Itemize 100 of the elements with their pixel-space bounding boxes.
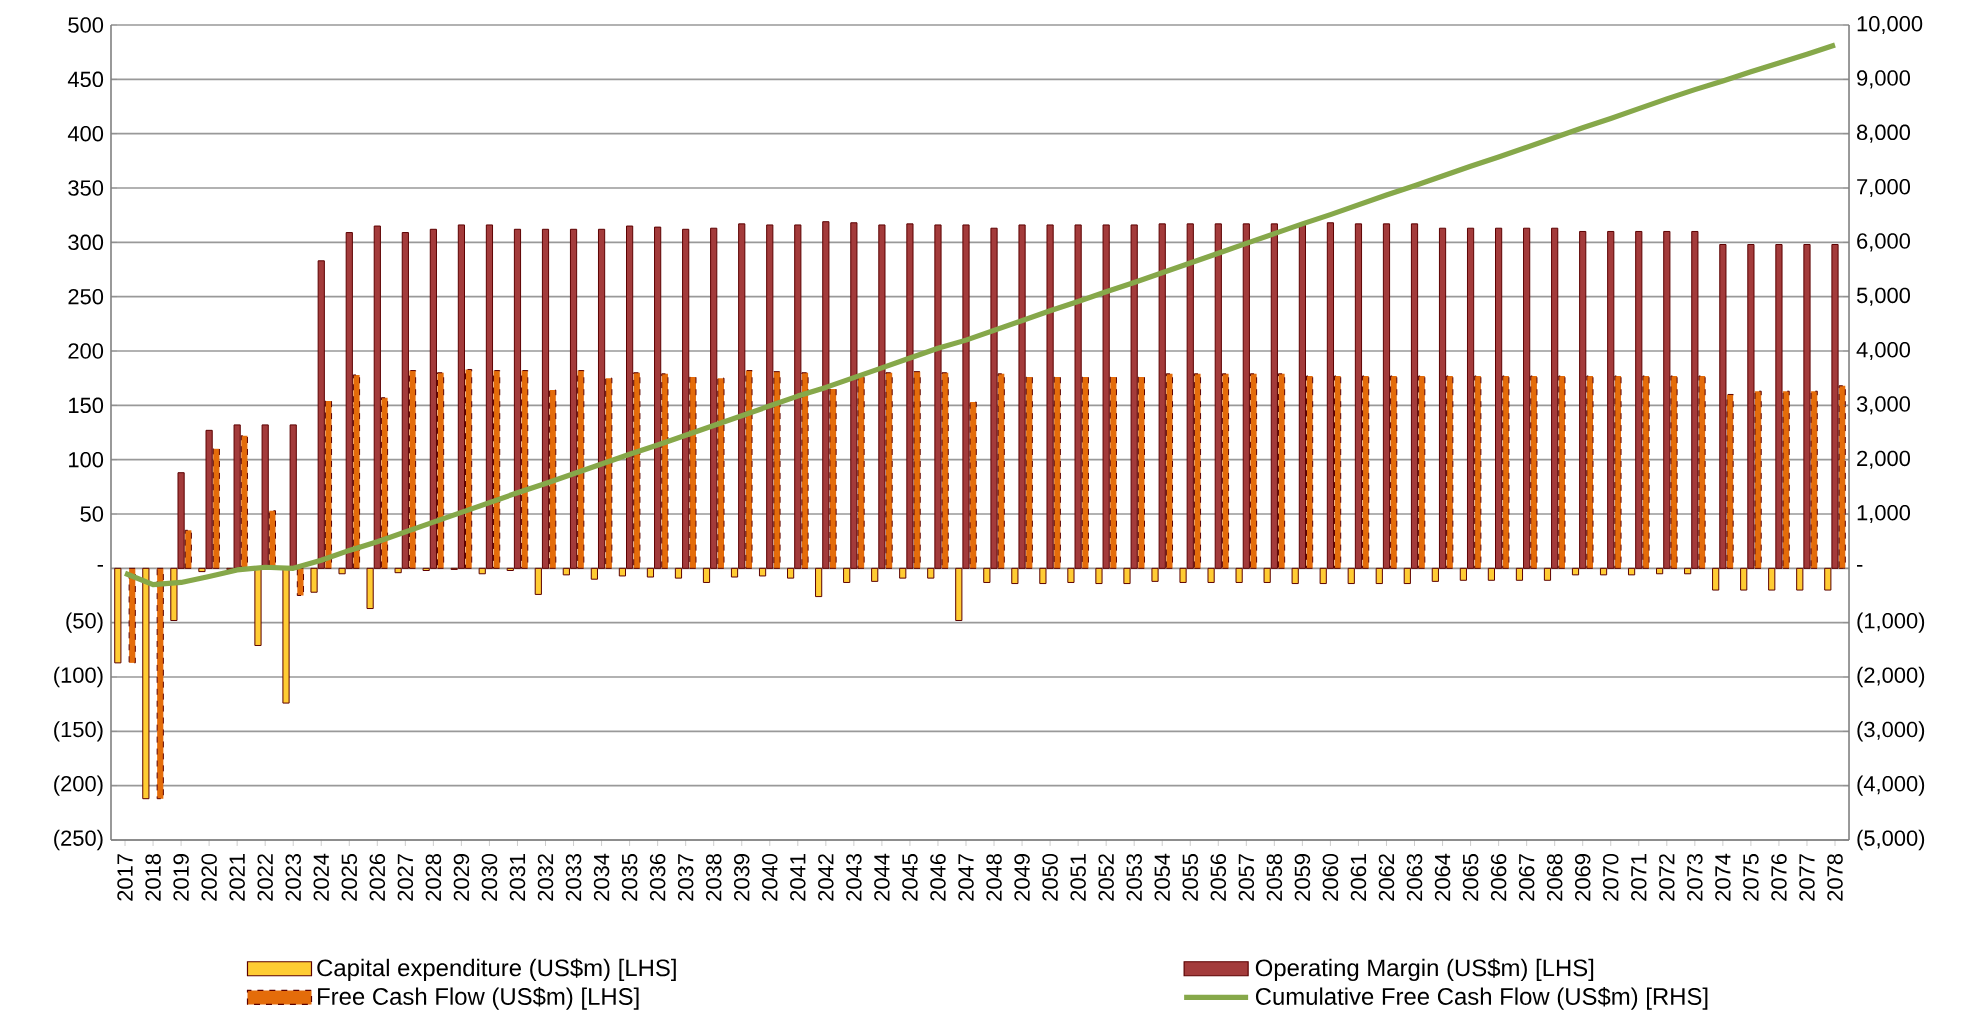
- x-tick-label: 2043: [846, 854, 862, 901]
- x-tick-label: 2023: [285, 854, 301, 901]
- y-tick-label: 350: [68, 180, 104, 196]
- y-tick-label: 400: [67, 125, 104, 142]
- y-tick-label: (200): [54, 775, 103, 796]
- x-tick-label: 2060: [1322, 853, 1339, 901]
- x-tick-label: 2075: [1743, 853, 1759, 901]
- y-tick-label: (150): [54, 721, 103, 742]
- legend-label: Cumulative Free Cash Flow (US$m) [RHS]: [1255, 987, 1708, 1010]
- x-tick-label: 2033: [565, 854, 582, 901]
- bar: [296, 567, 305, 596]
- x-tick-label: 2049: [1014, 854, 1030, 901]
- y-tick-label: (250): [54, 829, 103, 851]
- y-tick-label: 250: [68, 288, 104, 305]
- x-tick-label: 2028: [425, 854, 442, 901]
- x-tick-label: 2064: [1434, 853, 1451, 901]
- x-tick-label: 2066: [1490, 854, 1507, 901]
- x-tick-label: 2052: [1098, 854, 1114, 901]
- x-tick-label: 2018: [145, 854, 161, 901]
- x-tick-label: 2046: [930, 854, 946, 901]
- x-tick-label: 2073: [1687, 854, 1703, 901]
- y2-tick-label: (1,000): [1857, 612, 1925, 633]
- y-tick-label: (50): [66, 612, 103, 633]
- bar: [114, 567, 122, 664]
- x-tick-label: 2034: [593, 853, 610, 901]
- y2-tick-label: (5,000): [1857, 829, 1925, 851]
- x-tick-label: 2017: [117, 854, 133, 901]
- y2-tick-label: 9,000: [1857, 70, 1911, 89]
- x-tick-label: 2051: [1070, 854, 1086, 901]
- x-tick-label: 2024: [313, 853, 330, 901]
- y2-tick-label: 1,000: [1857, 504, 1911, 524]
- x-tick-label: 2037: [677, 854, 694, 901]
- y2-tick-label: (3,000): [1857, 721, 1925, 742]
- y2-tick-label: 8,000: [1856, 124, 1911, 143]
- x-tick-label: 2041: [790, 854, 806, 901]
- y2-tick-label: 10,000: [1857, 15, 1923, 35]
- x-tick-label: 2065: [1462, 853, 1479, 901]
- x-tick-label: 2057: [1238, 854, 1255, 901]
- y-tick-label: 50: [80, 506, 104, 522]
- x-tick-label: 2056: [1210, 854, 1227, 901]
- y2-tick-label: (4,000): [1857, 775, 1925, 796]
- y-tick-label: -: [97, 564, 103, 567]
- x-tick-label: 2019: [173, 854, 189, 901]
- bar: [142, 567, 150, 800]
- y2-tick-label: (2,000): [1857, 666, 1925, 688]
- x-tick-label: 2054: [1154, 853, 1170, 901]
- bar: [128, 567, 136, 664]
- x-tick-label: 2047: [958, 854, 974, 901]
- x-tick-label: 2071: [1631, 854, 1647, 901]
- x-tick-label: 2027: [397, 854, 414, 901]
- legend-label: Capital expenditure (US$m) [LHS]: [317, 958, 676, 982]
- x-tick-label: 2076: [1771, 854, 1787, 901]
- y2-tick-label: 7,000: [1857, 178, 1911, 198]
- legend-label: Free Cash Flow (US$m) [LHS]: [318, 987, 639, 1010]
- y2-tick-label: 5,000: [1856, 287, 1911, 306]
- x-tick-label: 2070: [1603, 853, 1619, 901]
- x-tick-label: 2035: [621, 853, 638, 901]
- y-tick-label: 300: [68, 234, 104, 251]
- y2-tick-label: 4,000: [1856, 341, 1911, 361]
- y2-tick-label: 6,000: [1857, 233, 1911, 252]
- x-tick-label: 2050: [1042, 853, 1058, 901]
- y-tick-label: 100: [69, 451, 104, 468]
- x-tick-label: 2068: [1546, 854, 1563, 901]
- x-tick-label: 2025: [341, 853, 358, 901]
- x-tick-label: 2061: [1350, 854, 1367, 901]
- x-tick-label: 2036: [649, 854, 666, 901]
- x-tick-label: 2042: [818, 854, 834, 901]
- x-tick-label: 2048: [986, 854, 1002, 901]
- x-tick-label: 2078: [1827, 854, 1843, 901]
- y-tick-label: 150: [69, 397, 104, 414]
- x-tick-label: 2044: [874, 853, 890, 901]
- x-tick-label: 2021: [229, 854, 245, 901]
- x-tick-label: 2030: [481, 853, 498, 901]
- x-tick-label: 2039: [733, 854, 750, 901]
- y-tick-label: 200: [68, 343, 104, 359]
- bar: [254, 567, 262, 646]
- x-tick-label: 2022: [257, 854, 273, 901]
- x-tick-label: 2031: [509, 854, 526, 901]
- x-tick-label: 2058: [1266, 854, 1283, 901]
- x-tick-label: 2077: [1799, 854, 1815, 901]
- legend-label: Operating Margin (US$m) [LHS]: [1255, 958, 1594, 982]
- x-tick-label: 2020: [201, 853, 217, 901]
- x-tick-label: 2072: [1659, 854, 1675, 901]
- y-tick-label: 500: [68, 17, 104, 33]
- x-tick-label: 2029: [453, 854, 470, 901]
- x-tick-label: 2067: [1518, 854, 1535, 901]
- x-tick-label: 2055: [1182, 853, 1199, 901]
- x-tick-label: 2062: [1378, 854, 1395, 901]
- x-tick-label: 2032: [537, 854, 554, 901]
- x-tick-label: 2040: [762, 853, 778, 901]
- y2-tick-label: -: [1857, 564, 1863, 567]
- y2-tick-label: 2,000: [1857, 450, 1911, 469]
- x-tick-label: 2026: [369, 854, 386, 901]
- bar: [156, 567, 164, 800]
- x-tick-label: 2053: [1126, 854, 1142, 901]
- x-tick-label: 2038: [705, 854, 722, 901]
- x-tick-label: 2074: [1715, 853, 1731, 901]
- x-tick-label: 2045: [902, 853, 918, 901]
- x-tick-label: 2063: [1406, 854, 1423, 901]
- bar: [289, 424, 297, 569]
